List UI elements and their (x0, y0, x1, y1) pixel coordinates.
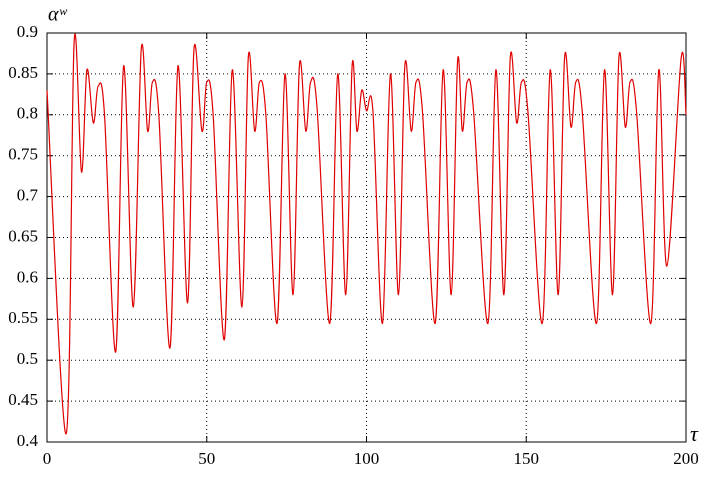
y-tick-label: 0.8 (17, 104, 38, 123)
x-tick-label: 200 (673, 449, 699, 468)
y-tick-label: 0.6 (17, 267, 38, 286)
x-tick-label: 0 (43, 449, 52, 468)
y-tick-label: 0.75 (8, 145, 38, 164)
y-tick-label: 0.85 (8, 63, 38, 82)
y-tick-label: 0.9 (17, 22, 38, 41)
x-axis-label: τ (690, 421, 699, 446)
y-tick-label: 0.45 (8, 390, 38, 409)
x-tick-label: 150 (514, 449, 540, 468)
y-tick-label: 0.65 (8, 226, 38, 245)
y-tick-label: 0.4 (17, 431, 39, 450)
y-tick-label: 0.55 (8, 308, 38, 327)
x-tick-label: 100 (354, 449, 380, 468)
y-tick-label: 0.5 (17, 349, 38, 368)
y-axis-label: αʷ (48, 4, 67, 26)
x-tick-label: 50 (198, 449, 215, 468)
y-tick-label: 0.7 (17, 186, 39, 205)
data-line (46, 33, 687, 435)
